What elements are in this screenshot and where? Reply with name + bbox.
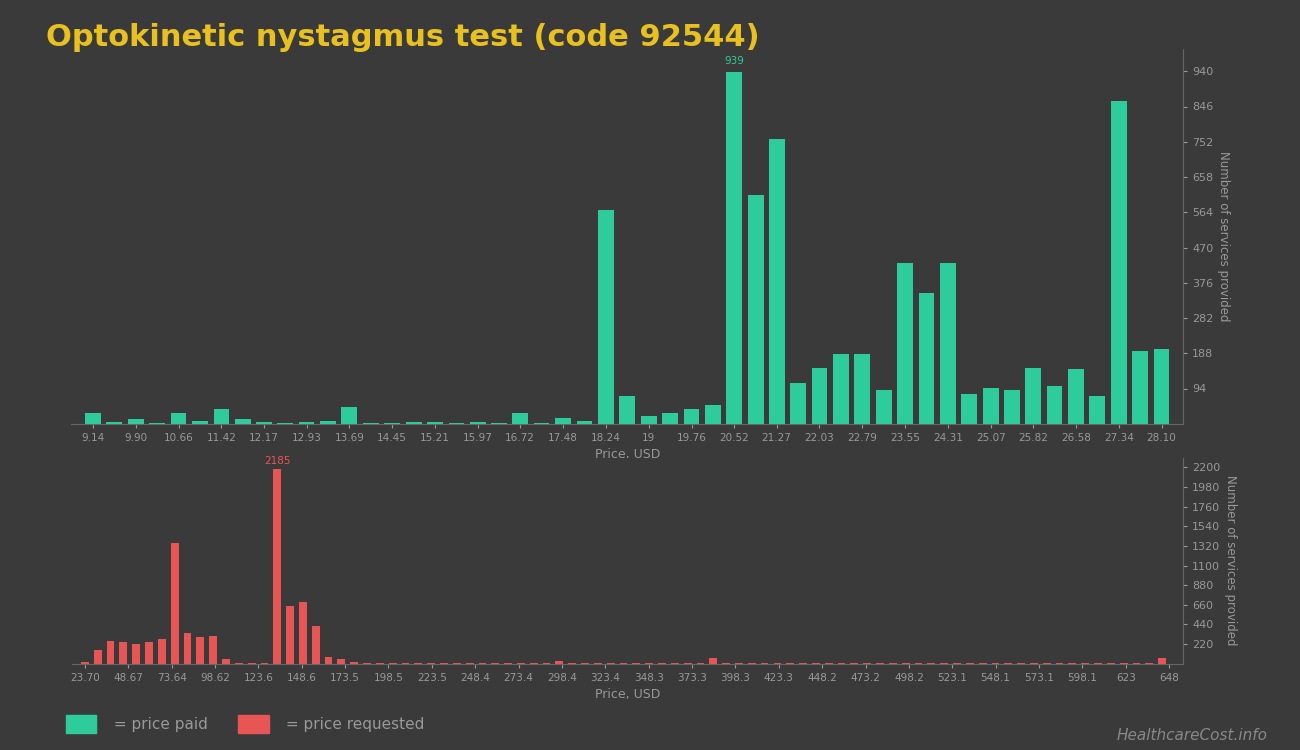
Bar	[107, 422, 122, 424]
Bar	[209, 636, 217, 664]
Text: 939: 939	[724, 56, 745, 66]
Bar	[619, 396, 636, 424]
X-axis label: Price, USD: Price, USD	[594, 448, 660, 461]
Bar	[1112, 101, 1127, 424]
Bar	[576, 421, 593, 424]
Bar	[286, 606, 294, 664]
Bar	[146, 642, 153, 664]
Bar	[170, 413, 186, 424]
Bar	[248, 663, 256, 664]
Bar	[273, 469, 281, 664]
Bar	[534, 423, 550, 424]
Bar	[1089, 396, 1105, 424]
Bar	[81, 662, 88, 664]
Bar	[471, 422, 486, 424]
Text: 2185: 2185	[264, 457, 290, 466]
Bar	[350, 662, 358, 664]
Legend:  = price paid,  = price requested: = price paid, = price requested	[60, 709, 430, 739]
Bar	[727, 72, 742, 424]
Bar	[277, 423, 292, 424]
Bar	[448, 423, 464, 424]
Bar	[512, 413, 528, 424]
Bar	[338, 659, 346, 664]
Bar	[385, 423, 400, 424]
Bar	[428, 422, 443, 424]
Bar	[641, 416, 656, 424]
Bar	[213, 409, 229, 424]
Bar	[662, 413, 679, 424]
Bar	[133, 644, 140, 664]
Bar	[150, 423, 165, 424]
Bar	[684, 409, 699, 424]
Bar	[260, 663, 268, 664]
Bar	[1158, 658, 1166, 664]
Bar	[127, 419, 143, 424]
Bar	[768, 139, 784, 424]
Bar	[1153, 349, 1170, 424]
Bar	[107, 641, 114, 664]
Bar	[120, 642, 127, 664]
Bar	[962, 394, 978, 424]
Bar	[555, 661, 563, 664]
Bar	[1026, 368, 1041, 424]
Bar	[235, 419, 251, 424]
Bar	[710, 658, 718, 664]
Bar	[491, 423, 507, 424]
Bar	[854, 355, 870, 424]
Bar	[222, 659, 230, 664]
Bar	[876, 390, 892, 424]
Bar	[157, 639, 165, 664]
Text: HealthcareCost.info: HealthcareCost.info	[1117, 728, 1268, 742]
Bar	[196, 637, 204, 664]
Bar	[790, 382, 806, 424]
Bar	[299, 602, 307, 664]
Bar	[312, 626, 320, 664]
Bar	[342, 406, 358, 424]
Bar	[183, 632, 191, 664]
Text: Optokinetic nystagmus test (code 92544): Optokinetic nystagmus test (code 92544)	[46, 22, 759, 52]
Bar	[555, 419, 571, 424]
Bar	[940, 262, 956, 424]
Bar	[833, 355, 849, 424]
Bar	[84, 413, 101, 424]
Bar	[325, 656, 333, 664]
Bar	[299, 422, 315, 424]
Bar	[1132, 351, 1148, 424]
Bar	[983, 388, 998, 424]
Y-axis label: Number of services provided: Number of services provided	[1223, 476, 1236, 646]
Bar	[919, 292, 935, 424]
Bar	[94, 650, 101, 664]
Y-axis label: Number of services provided: Number of services provided	[1217, 151, 1230, 322]
Bar	[170, 543, 178, 664]
Bar	[598, 210, 614, 424]
Bar	[1069, 370, 1084, 424]
Bar	[406, 422, 421, 424]
Bar	[192, 421, 208, 424]
Bar	[320, 421, 335, 424]
Bar	[705, 405, 720, 424]
Bar	[1005, 390, 1020, 424]
Bar	[747, 195, 763, 424]
X-axis label: Price, USD: Price, USD	[594, 688, 660, 701]
Bar	[256, 422, 272, 424]
Bar	[1046, 386, 1062, 424]
Bar	[235, 663, 243, 664]
Bar	[811, 368, 827, 424]
Bar	[897, 262, 913, 424]
Bar	[363, 423, 378, 424]
